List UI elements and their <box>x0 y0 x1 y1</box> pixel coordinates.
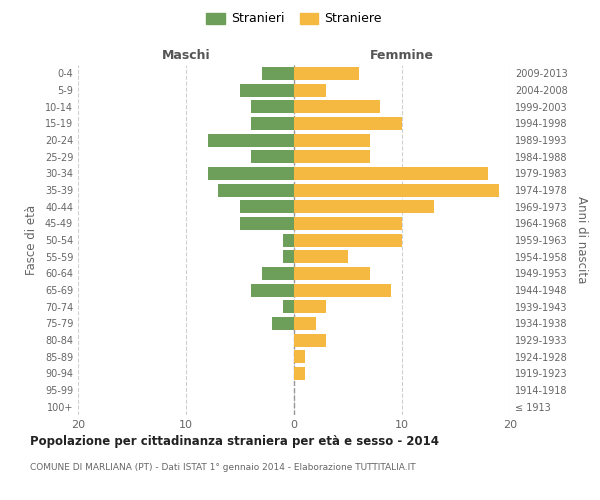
Bar <box>283 300 294 313</box>
Bar <box>240 84 294 96</box>
Bar <box>294 234 402 246</box>
Bar <box>294 100 380 113</box>
Bar <box>294 317 316 330</box>
Bar <box>283 250 294 263</box>
Bar <box>262 67 294 80</box>
Y-axis label: Fasce di età: Fasce di età <box>25 205 38 275</box>
Bar <box>251 284 294 296</box>
Bar <box>251 117 294 130</box>
Bar <box>294 134 370 146</box>
Text: Popolazione per cittadinanza straniera per età e sesso - 2014: Popolazione per cittadinanza straniera p… <box>30 435 439 448</box>
Bar <box>294 284 391 296</box>
Bar <box>218 184 294 196</box>
Y-axis label: Anni di nascita: Anni di nascita <box>575 196 587 284</box>
Bar <box>294 150 370 163</box>
Text: Femmine: Femmine <box>370 48 434 62</box>
Bar <box>294 167 488 180</box>
Text: COMUNE DI MARLIANA (PT) - Dati ISTAT 1° gennaio 2014 - Elaborazione TUTTITALIA.I: COMUNE DI MARLIANA (PT) - Dati ISTAT 1° … <box>30 462 416 471</box>
Bar <box>294 67 359 80</box>
Bar <box>272 317 294 330</box>
Bar <box>208 167 294 180</box>
Bar <box>251 150 294 163</box>
Bar <box>294 267 370 280</box>
Bar <box>294 184 499 196</box>
Bar <box>294 217 402 230</box>
Bar <box>294 117 402 130</box>
Bar <box>294 350 305 363</box>
Bar <box>294 84 326 96</box>
Bar <box>251 100 294 113</box>
Bar <box>240 200 294 213</box>
Bar <box>294 300 326 313</box>
Bar <box>294 334 326 346</box>
Bar <box>283 234 294 246</box>
Bar <box>294 250 348 263</box>
Bar <box>294 367 305 380</box>
Bar <box>240 217 294 230</box>
Legend: Stranieri, Straniere: Stranieri, Straniere <box>202 8 386 29</box>
Bar <box>294 200 434 213</box>
Bar <box>262 267 294 280</box>
Bar <box>208 134 294 146</box>
Text: Maschi: Maschi <box>161 48 211 62</box>
